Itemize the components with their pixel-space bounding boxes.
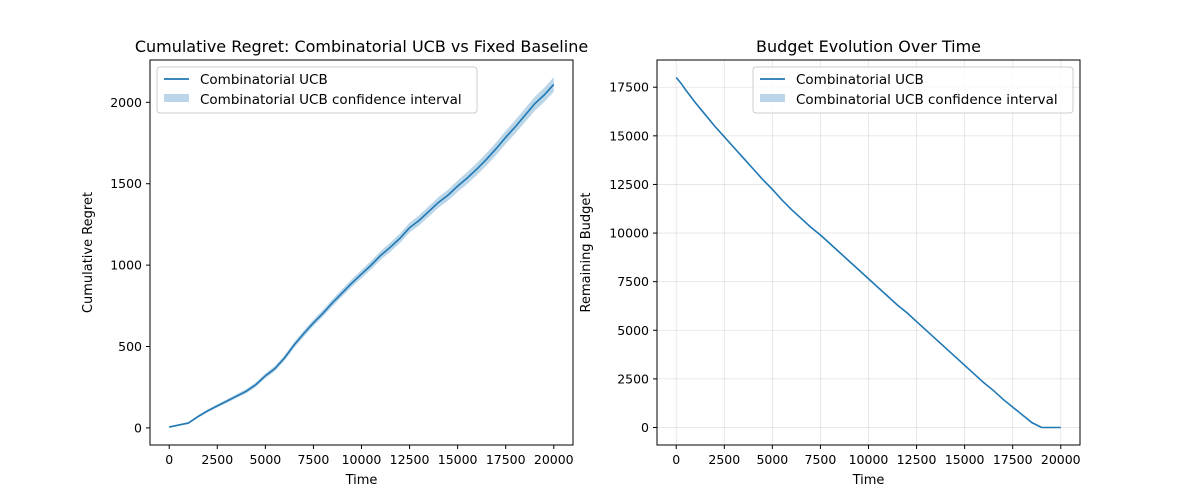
series-line bbox=[169, 83, 555, 428]
legend-band-swatch bbox=[760, 94, 785, 102]
legend: Combinatorial UCB Combinatorial UCB confi… bbox=[752, 66, 1074, 114]
x-tick-label: 5000 bbox=[249, 452, 281, 467]
y-tick-label: 17500 bbox=[609, 80, 649, 95]
budget-evolution-chart: 0 2500 5000 7500 10000 12500 15000 17500 20000 0 2… bbox=[579, 37, 1081, 488]
y-tick-label: 5000 bbox=[617, 323, 649, 338]
x-tick-label: 0 bbox=[165, 452, 173, 467]
x-tick-label: 12500 bbox=[390, 452, 430, 467]
x-tick-label: 2500 bbox=[708, 452, 740, 467]
legend-label: Combinatorial UCB confidence interval bbox=[200, 92, 462, 108]
series-line bbox=[675, 76, 1061, 429]
y-tick-label: 1000 bbox=[110, 258, 142, 273]
x-tick-label: 12500 bbox=[897, 452, 937, 467]
x-tick-label: 7500 bbox=[805, 452, 837, 467]
x-tick-label: 2500 bbox=[201, 452, 233, 467]
x-tick-label: 20000 bbox=[1041, 452, 1081, 467]
x-tick-label: 17500 bbox=[486, 452, 526, 467]
x-tick-label: 10000 bbox=[849, 452, 889, 467]
y-axis-label: Remaining Budget bbox=[579, 193, 594, 313]
x-tick-label: 15000 bbox=[438, 452, 478, 467]
y-tick-label: 2000 bbox=[110, 95, 142, 110]
legend: Combinatorial UCB Combinatorial UCB confi… bbox=[156, 66, 478, 114]
x-tick-label: 17500 bbox=[993, 452, 1033, 467]
x-tick-label: 10000 bbox=[342, 452, 382, 467]
legend-band-swatch bbox=[164, 94, 189, 102]
legend-label: Combinatorial UCB bbox=[796, 72, 924, 88]
x-tick-label: 5000 bbox=[756, 452, 788, 467]
legend-label: Combinatorial UCB bbox=[200, 72, 328, 88]
plot-area bbox=[675, 76, 1061, 429]
y-tick-label: 0 bbox=[134, 420, 142, 435]
x-tick-label: 0 bbox=[672, 452, 680, 467]
plot-area bbox=[169, 77, 555, 428]
x-axis-label: Time bbox=[852, 473, 885, 488]
y-tick-label: 1500 bbox=[110, 176, 142, 191]
y-tick-label: 15000 bbox=[609, 128, 649, 143]
chart-title: Budget Evolution Over Time bbox=[756, 37, 981, 56]
legend-box bbox=[752, 66, 1074, 114]
x-tick-label: 20000 bbox=[534, 452, 574, 467]
y-axis-label: Cumulative Regret bbox=[81, 192, 96, 313]
y-tick-label: 12500 bbox=[609, 177, 649, 192]
legend-box bbox=[156, 66, 478, 114]
x-tick-label: 15000 bbox=[945, 452, 985, 467]
chart-title: Cumulative Regret: Combinatorial UCB vs … bbox=[135, 37, 588, 56]
x-tick-label: 7500 bbox=[298, 452, 330, 467]
y-tick-label: 7500 bbox=[617, 274, 649, 289]
y-tick-label: 2500 bbox=[617, 371, 649, 386]
legend-label: Combinatorial UCB confidence interval bbox=[796, 92, 1058, 108]
y-tick-label: 0 bbox=[641, 420, 649, 435]
x-axis-label: Time bbox=[345, 473, 378, 488]
y-tick-label: 500 bbox=[118, 339, 142, 354]
y-tick-label: 10000 bbox=[609, 226, 649, 241]
cumulative-regret-chart: 0 2500 5000 7500 10000 12500 15000 17500 20000 0 5… bbox=[81, 37, 588, 488]
